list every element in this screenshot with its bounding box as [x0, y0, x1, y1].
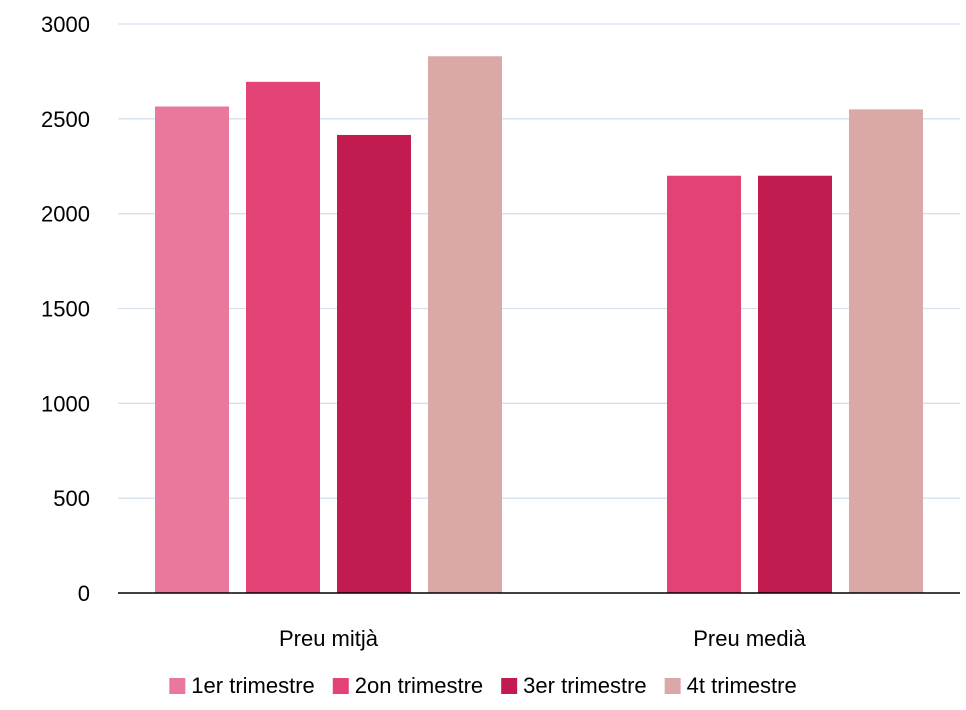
legend-swatch [664, 678, 681, 694]
bars [155, 56, 923, 594]
y-tick-label: 1500 [41, 297, 90, 322]
legend-swatch [501, 678, 518, 694]
bar-2-2 [667, 175, 741, 593]
y-axis-tick-labels: 0 500 1000 1500 2000 2500 3000 [41, 12, 90, 606]
x-axis-category-labels: Preu mitjà Preu medià [279, 626, 807, 651]
y-tick-label: 0 [78, 581, 90, 606]
bar-4-2 [849, 109, 923, 593]
legend-label: 1er trimestre [191, 673, 314, 698]
y-tick-label: 2500 [41, 107, 90, 132]
bar-4-1 [428, 56, 502, 593]
legend: 1er trimestre 2on trimestre 3er trimestre 4… [169, 673, 797, 698]
bar-3-2 [758, 175, 832, 593]
y-tick-label: 3000 [41, 12, 90, 37]
y-tick-label: 1000 [41, 391, 90, 416]
x-category-label: Preu medià [693, 626, 806, 651]
bar-1-1 [155, 106, 229, 593]
legend-swatch [332, 678, 349, 694]
gridlines [118, 23, 960, 499]
legend-label: 4t trimestre [687, 673, 797, 698]
bar-3-1 [337, 134, 411, 593]
y-tick-label: 500 [53, 486, 90, 511]
x-category-label: Preu mitjà [279, 626, 379, 651]
legend-swatch [169, 678, 186, 694]
legend-label: 2on trimestre [355, 673, 483, 698]
y-tick-label: 2000 [41, 202, 90, 227]
bar-2-1 [246, 81, 320, 594]
legend-label: 3er trimestre [523, 673, 646, 698]
